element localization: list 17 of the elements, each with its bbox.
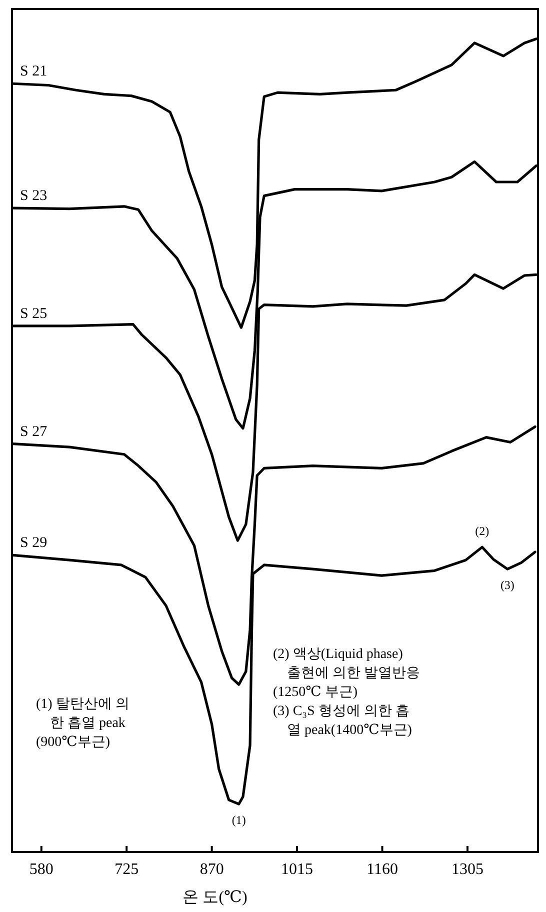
x-tick-label: 1015 bbox=[281, 861, 314, 878]
series-label: S 27 bbox=[20, 424, 48, 440]
annotation: (2) 액상(Liquid phase) 출현에 의한 발열반응 (1250℃ 부근) (3) C₃S 형성에 의한 흡 열 peak(1400℃부근) bbox=[273, 647, 420, 738]
x-tick-label: 580 bbox=[29, 861, 54, 878]
annotation: (1) 탈탄산에 의 한 흡열 peak (900℃부근) bbox=[36, 697, 130, 750]
annotation: (2) bbox=[475, 524, 490, 538]
x-tick-label: 1160 bbox=[366, 861, 398, 878]
series-label: S 29 bbox=[20, 535, 48, 552]
series-label: S 23 bbox=[20, 188, 48, 204]
series-label: S 21 bbox=[20, 64, 48, 80]
annotation: (3) bbox=[500, 578, 514, 592]
x-tick-label: 870 bbox=[200, 861, 224, 878]
x-axis-title: 온 도(℃) bbox=[182, 889, 248, 906]
x-tick-label: 725 bbox=[114, 861, 139, 878]
annotation: (1) bbox=[232, 813, 246, 828]
series-label: S 25 bbox=[20, 306, 48, 322]
x-tick-label: 1305 bbox=[451, 861, 484, 878]
